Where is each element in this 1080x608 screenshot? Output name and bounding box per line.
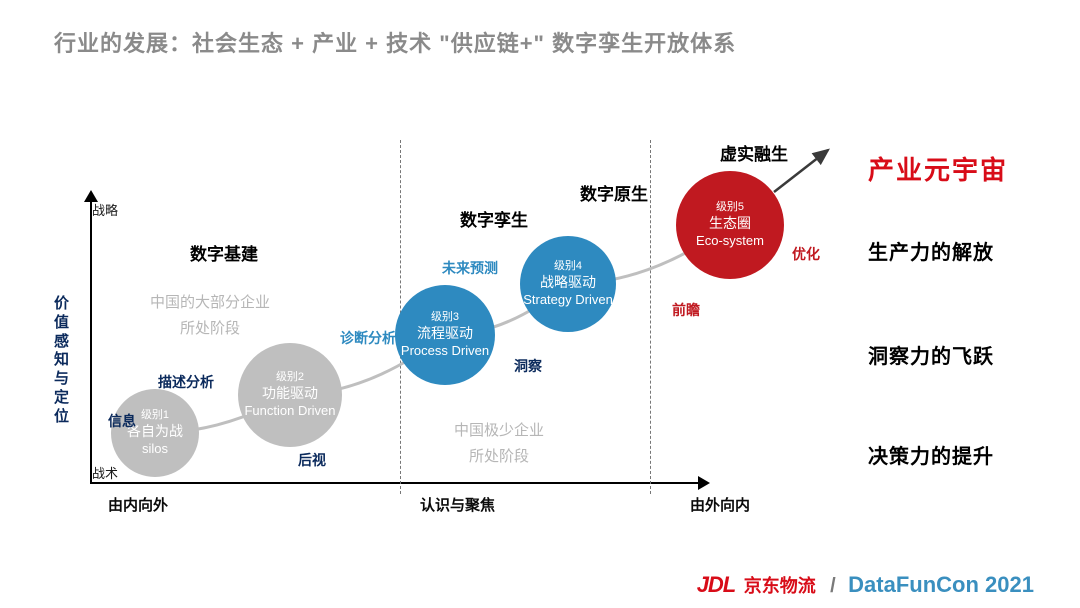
maturity-bubble: 级别4战略驱动Strategy Driven (520, 236, 616, 332)
bubble-level: 级别2 (276, 371, 304, 385)
bubble-zh: 流程驱动 (417, 325, 473, 343)
bubble-en: Strategy Driven (523, 292, 613, 308)
bubble-zh: 战略驱动 (540, 274, 596, 292)
section-label: 数字基建 (190, 240, 258, 265)
x-label-right: 由外向内 (690, 494, 750, 515)
jdl-logo: JDL (697, 572, 736, 597)
bubble-en: silos (142, 441, 168, 457)
bubble-level: 级别1 (141, 409, 169, 423)
bubble-level: 级别4 (554, 260, 582, 274)
y-label-top: 战略 (92, 200, 118, 219)
x-axis (90, 482, 700, 484)
curve-label: 信息 (108, 411, 136, 431)
section-label: 虚实融生 (720, 140, 788, 165)
y-label-middle: 价值感知与定位 (54, 295, 70, 426)
section-label: 数字孪生 (460, 206, 528, 231)
footer-slash: / (830, 575, 836, 597)
context-note: 中国的大部分企业所处阶段 (150, 290, 270, 341)
bubble-zh: 生态圈 (709, 215, 751, 233)
context-note: 中国极少企业所处阶段 (454, 418, 544, 469)
curve-label: 优化 (792, 244, 820, 264)
right-bullet: 决策力的提升 (868, 440, 994, 469)
right-bullet: 生产力的解放 (868, 236, 994, 265)
curve-label: 后视 (298, 450, 326, 470)
y-label-bottom: 战术 (92, 463, 118, 482)
slide-title: 行业的发展：社会生态 + 产业 + 技术 "供应链+" 数字孪生开放体系 (54, 26, 736, 58)
jdl-cn: 京东物流 (744, 576, 816, 596)
curve-label: 诊断分析 (340, 328, 396, 348)
right-headline: 产业元宇宙 (868, 150, 1008, 187)
x-label-mid: 认识与聚焦 (420, 494, 495, 515)
curve-label: 未来预测 (442, 258, 498, 278)
curve-label: 描述分析 (158, 372, 214, 392)
x-axis-arrow (698, 476, 710, 490)
curve-label: 前瞻 (672, 300, 700, 320)
y-axis (90, 200, 92, 484)
curve-label: 洞察 (514, 356, 542, 376)
bubble-en: Process Driven (401, 343, 489, 359)
bubble-level: 级别3 (431, 311, 459, 325)
bubble-en: Function Driven (244, 403, 335, 419)
footer-branding: JDL 京东物流 / DataFunCon 2021 (0, 572, 1080, 598)
bubble-level: 级别5 (716, 201, 744, 215)
maturity-bubble: 级别5生态圈Eco-system (676, 171, 784, 279)
bubble-en: Eco-system (696, 233, 764, 249)
maturity-bubble: 级别3流程驱动Process Driven (395, 285, 495, 385)
x-label-left: 由内向外 (108, 494, 168, 515)
bubble-zh: 功能驱动 (262, 385, 318, 403)
maturity-bubble: 级别2功能驱动Function Driven (238, 343, 342, 447)
datafuncon-logo: DataFunCon 2021 (848, 572, 1034, 597)
maturity-bubble: 级别1各自为战silos (111, 389, 199, 477)
right-bullet: 洞察力的飞跃 (868, 340, 994, 369)
section-divider (650, 140, 651, 494)
section-label: 数字原生 (580, 180, 648, 205)
